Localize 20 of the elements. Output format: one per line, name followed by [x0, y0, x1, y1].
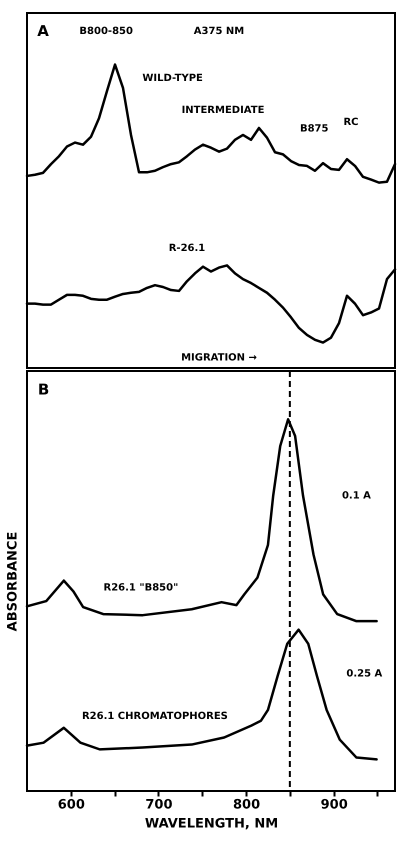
x-tick-label: 700: [145, 798, 172, 812]
text: B: [38, 380, 50, 399]
x-tick-label: 900: [320, 798, 348, 812]
annotation: 0.1 A: [342, 490, 372, 502]
x-tick-label: 800: [232, 798, 260, 812]
series-label: R26.1 CHROMATOPHORES: [82, 710, 228, 722]
annotation: B875: [300, 123, 328, 134]
text: A375 NM: [194, 26, 244, 38]
text: A: [37, 22, 50, 40]
x-axis-title: WAVELENGTH, NM: [144, 816, 278, 832]
text: B800-850: [79, 26, 133, 38]
series-label: R26.1 "B850": [104, 582, 178, 594]
annotation: MIGRATION →: [181, 352, 257, 364]
series-label: WILD-TYPE: [142, 73, 204, 84]
series-label: R-26.1: [168, 243, 206, 254]
annotation: RC: [343, 117, 359, 128]
y-axis-title: ABSORBANCE: [6, 532, 20, 632]
annotation: 0.25 A: [346, 668, 383, 680]
x-tick-label: 600: [58, 798, 85, 812]
annotation: INTERMEDIATE: [182, 105, 265, 116]
